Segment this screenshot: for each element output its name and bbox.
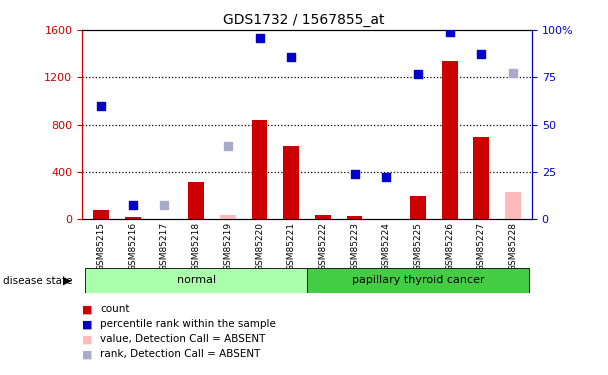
Bar [220, 214, 236, 219]
Text: percentile rank within the sample: percentile rank within the sample [100, 320, 276, 329]
Text: GSM85225: GSM85225 [413, 222, 423, 271]
Text: GSM85220: GSM85220 [255, 222, 264, 271]
Point [223, 143, 233, 149]
Point [286, 54, 296, 60]
Text: GSM85227: GSM85227 [477, 222, 486, 271]
Text: GSM85223: GSM85223 [350, 222, 359, 271]
Text: GSM85221: GSM85221 [287, 222, 295, 271]
Bar [125, 217, 140, 219]
Text: ■: ■ [82, 304, 92, 314]
Text: GSM85224: GSM85224 [382, 222, 391, 271]
Point [445, 29, 455, 35]
Bar [283, 146, 299, 219]
Text: GSM85226: GSM85226 [445, 222, 454, 271]
Text: normal: normal [176, 275, 216, 285]
Text: papillary thyroid cancer: papillary thyroid cancer [351, 275, 484, 285]
Bar [85, 268, 307, 292]
Bar [347, 216, 362, 219]
Text: GSM85216: GSM85216 [128, 222, 137, 271]
Bar [188, 182, 204, 219]
Text: ■: ■ [82, 350, 92, 359]
Text: GSM85219: GSM85219 [223, 222, 232, 271]
Text: ■: ■ [82, 334, 92, 344]
Bar [474, 136, 489, 219]
Point [96, 103, 106, 109]
Text: GSM85215: GSM85215 [97, 222, 106, 271]
Point [413, 70, 423, 76]
Bar [93, 210, 109, 219]
Bar [441, 61, 458, 219]
Text: value, Detection Call = ABSENT: value, Detection Call = ABSENT [100, 334, 266, 344]
Point [508, 70, 518, 76]
Bar [410, 196, 426, 219]
Bar [307, 268, 529, 292]
Point [128, 202, 137, 208]
Bar [252, 120, 268, 219]
Text: GSM85228: GSM85228 [508, 222, 517, 271]
Point [381, 174, 391, 180]
Text: count: count [100, 304, 130, 314]
Text: disease state: disease state [3, 276, 72, 285]
Text: GSM85218: GSM85218 [192, 222, 201, 271]
Point [350, 171, 359, 177]
Bar [315, 214, 331, 219]
Text: GDS1732 / 1567855_at: GDS1732 / 1567855_at [223, 13, 385, 27]
Text: rank, Detection Call = ABSENT: rank, Detection Call = ABSENT [100, 350, 261, 359]
Text: GSM85217: GSM85217 [160, 222, 169, 271]
Bar [505, 192, 521, 219]
Point [255, 34, 264, 40]
Text: GSM85222: GSM85222 [319, 222, 327, 271]
Text: ■: ■ [82, 320, 92, 329]
Text: ▶: ▶ [63, 276, 72, 285]
Point [159, 202, 169, 208]
Point [477, 51, 486, 57]
